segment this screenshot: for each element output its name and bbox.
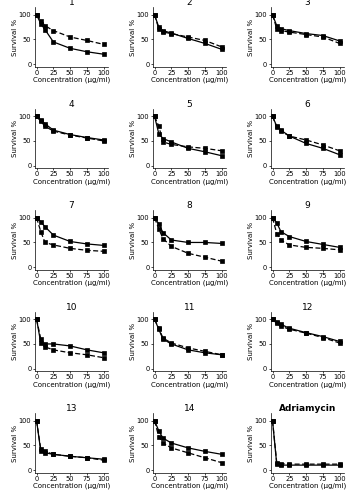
X-axis label: Concentration (µg/ml): Concentration (µg/ml) [269,382,346,388]
Y-axis label: Survival %: Survival % [130,424,136,462]
Title: 8: 8 [186,202,192,210]
Y-axis label: Survival %: Survival % [248,222,254,258]
X-axis label: Concentration (µg/ml): Concentration (µg/ml) [151,483,228,490]
Title: 2: 2 [186,0,192,8]
X-axis label: Concentration (µg/ml): Concentration (µg/ml) [33,483,110,490]
X-axis label: Concentration (µg/ml): Concentration (µg/ml) [269,280,346,286]
Y-axis label: Survival %: Survival % [12,323,18,360]
X-axis label: Concentration (µg/ml): Concentration (µg/ml) [33,178,110,185]
X-axis label: Concentration (µg/ml): Concentration (µg/ml) [269,77,346,84]
X-axis label: Concentration (µg/ml): Concentration (µg/ml) [33,382,110,388]
Title: 9: 9 [304,202,310,210]
X-axis label: Concentration (µg/ml): Concentration (µg/ml) [33,280,110,286]
Title: 13: 13 [66,404,77,413]
Title: Adriamycin: Adriamycin [279,404,336,413]
X-axis label: Concentration (µg/ml): Concentration (µg/ml) [151,178,228,185]
Y-axis label: Survival %: Survival % [248,120,254,157]
X-axis label: Concentration (µg/ml): Concentration (µg/ml) [269,178,346,185]
Y-axis label: Survival %: Survival % [12,18,18,56]
X-axis label: Concentration (µg/ml): Concentration (µg/ml) [269,483,346,490]
Y-axis label: Survival %: Survival % [130,222,136,258]
Y-axis label: Survival %: Survival % [130,18,136,56]
Title: 10: 10 [66,303,77,312]
Y-axis label: Survival %: Survival % [12,120,18,157]
Y-axis label: Survival %: Survival % [130,323,136,360]
Title: 6: 6 [304,100,310,109]
Title: 7: 7 [69,202,74,210]
Y-axis label: Survival %: Survival % [12,424,18,462]
X-axis label: Concentration (µg/ml): Concentration (µg/ml) [151,382,228,388]
Title: 3: 3 [304,0,310,8]
Title: 1: 1 [69,0,74,8]
X-axis label: Concentration (µg/ml): Concentration (µg/ml) [151,280,228,286]
Y-axis label: Survival %: Survival % [248,424,254,462]
Title: 12: 12 [302,303,313,312]
Title: 11: 11 [184,303,195,312]
Title: 5: 5 [186,100,192,109]
X-axis label: Concentration (µg/ml): Concentration (µg/ml) [33,77,110,84]
Y-axis label: Survival %: Survival % [248,18,254,56]
X-axis label: Concentration (µg/ml): Concentration (µg/ml) [151,77,228,84]
Title: 4: 4 [69,100,74,109]
Title: 14: 14 [184,404,195,413]
Y-axis label: Survival %: Survival % [12,222,18,258]
Y-axis label: Survival %: Survival % [248,323,254,360]
Y-axis label: Survival %: Survival % [130,120,136,157]
